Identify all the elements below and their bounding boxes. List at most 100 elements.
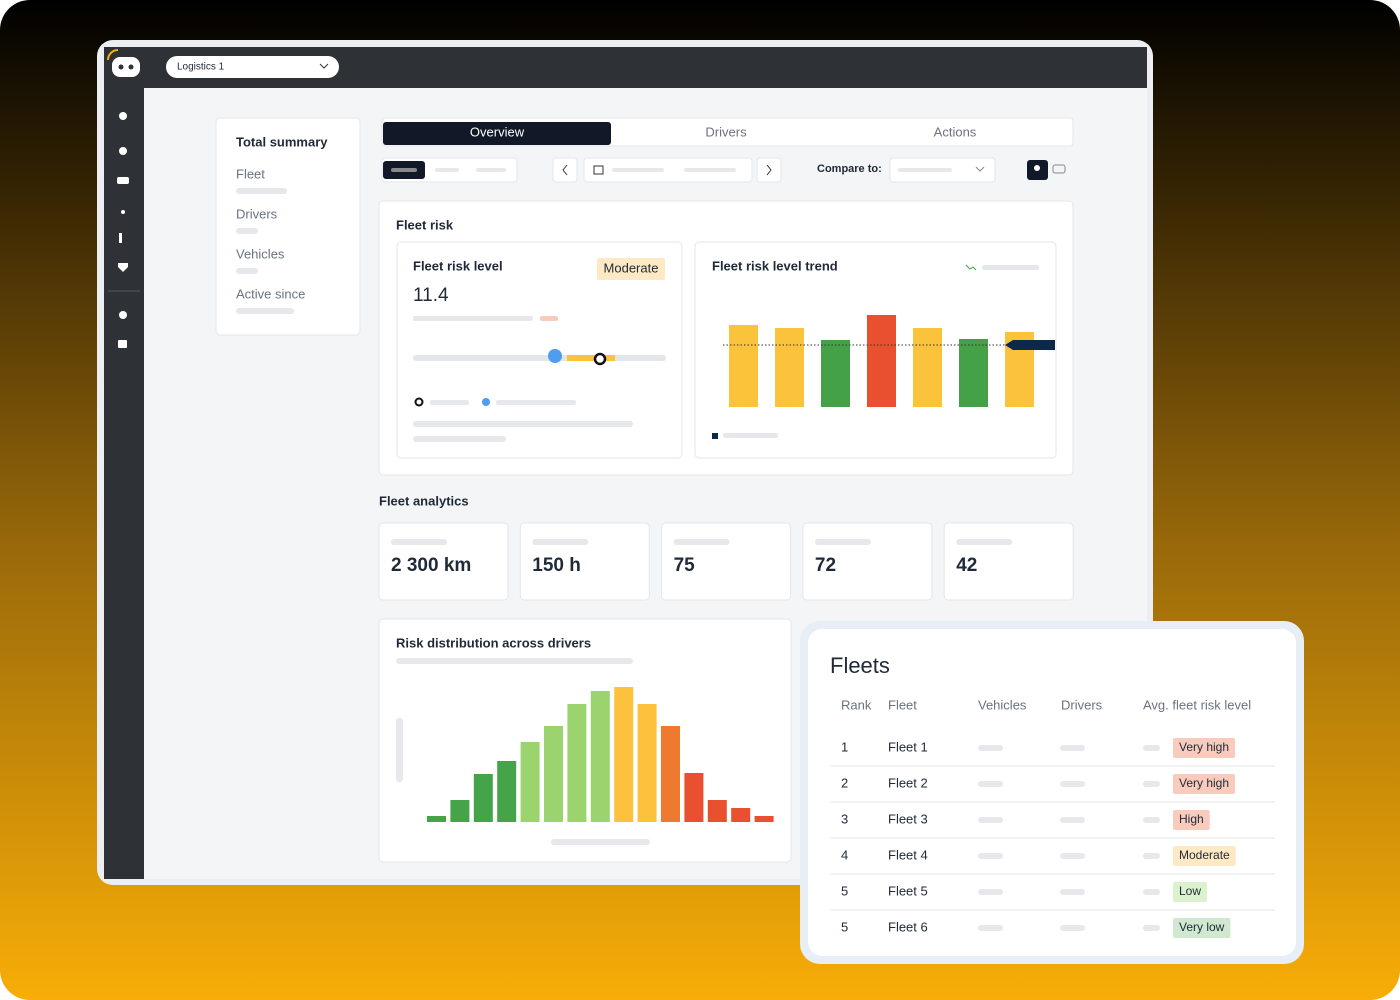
distribution-decor <box>396 658 650 845</box>
placeholder <box>1060 853 1085 859</box>
metric-value: 2 300 km <box>391 555 471 576</box>
bar <box>567 704 587 822</box>
compare-label: Compare to: <box>817 163 882 175</box>
summary-item: Active since <box>236 286 305 301</box>
risk-badge <box>1173 846 1236 866</box>
bar <box>775 328 804 407</box>
risk-badge <box>1173 738 1236 758</box>
fleet-name[interactable]: Fleet 6 <box>888 919 928 934</box>
risk-badge-text: Moderate <box>1179 848 1230 862</box>
metric-value: 72 <box>815 555 836 576</box>
column-header: Drivers <box>1061 697 1103 712</box>
controls[interactable] <box>381 157 1066 183</box>
risk-badge-text: Very low <box>1179 920 1225 934</box>
account-select[interactable]: Logistics 1 <box>166 56 339 78</box>
placeholder <box>978 853 1003 859</box>
tab[interactable]: Actions <box>934 124 977 139</box>
risk-badge <box>1173 774 1236 794</box>
placeholder <box>1060 925 1085 931</box>
placeholder <box>1060 745 1085 751</box>
placeholder <box>956 539 1013 545</box>
bar <box>614 687 634 822</box>
section-title: Fleet risk <box>396 217 454 232</box>
rank: 3 <box>841 811 848 826</box>
bar <box>731 808 751 822</box>
fleet-name[interactable]: Fleet 1 <box>888 739 928 754</box>
placeholder <box>673 539 730 545</box>
fleet-name[interactable]: Fleet 5 <box>888 883 928 898</box>
placeholder <box>236 308 294 314</box>
marker <box>1005 340 1055 350</box>
trend-decor <box>712 264 1039 439</box>
placeholder <box>1060 889 1085 895</box>
rank: 1 <box>841 739 848 754</box>
sidebar <box>104 88 144 879</box>
risk-badge <box>1173 882 1208 902</box>
card-title: Fleet risk level trend <box>712 258 838 273</box>
account: Logistics 1 <box>177 62 225 73</box>
bar <box>590 691 610 822</box>
placeholder <box>978 745 1003 751</box>
bar <box>637 704 657 822</box>
bar <box>520 742 540 822</box>
rank: 5 <box>841 919 848 934</box>
placeholder <box>1143 889 1160 895</box>
card-title: Risk distribution across drivers <box>396 635 591 650</box>
bar <box>913 328 942 407</box>
metric-value: 42 <box>956 555 977 576</box>
fleets-title: Fleets <box>830 653 890 678</box>
badge-text: Moderate <box>604 260 659 275</box>
fleet-name[interactable]: Fleet 3 <box>888 811 928 826</box>
placeholder <box>1060 817 1085 823</box>
placeholder <box>1143 817 1160 823</box>
summary-item: Drivers <box>236 206 278 221</box>
summary-item: Fleet <box>236 166 265 181</box>
tab[interactable]: Overview <box>470 124 525 139</box>
column-header: Fleet <box>888 697 917 712</box>
badge <box>597 258 665 280</box>
tab[interactable]: Drivers <box>705 124 747 139</box>
risk-badge-text: Low <box>1179 884 1201 898</box>
fleet-name[interactable]: Fleet 2 <box>888 775 928 790</box>
bar <box>684 773 704 822</box>
active-tab <box>383 122 611 145</box>
risk-gauge <box>413 316 666 442</box>
metric-value: 150 h <box>532 555 581 576</box>
bar <box>661 726 680 822</box>
placeholder <box>978 889 1003 895</box>
bar <box>450 800 470 822</box>
summary-card <box>215 117 361 336</box>
bar <box>959 339 988 407</box>
risk-badge <box>1173 810 1210 830</box>
placeholder <box>391 539 447 545</box>
section-title: Fleet analytics <box>379 493 469 508</box>
rank: 2 <box>841 775 848 790</box>
bar <box>729 325 758 407</box>
placeholder <box>236 188 287 194</box>
risk-value: 11.4 <box>413 285 449 306</box>
placeholder <box>978 781 1003 787</box>
risk-badge <box>1173 918 1231 938</box>
sidebar-icons[interactable] <box>117 112 129 348</box>
risk-badge-text: Very high <box>1179 740 1229 754</box>
bar <box>544 726 563 822</box>
fleet-name[interactable]: Fleet 4 <box>888 847 928 862</box>
placeholder <box>1060 781 1085 787</box>
placeholder <box>1143 925 1160 931</box>
logo <box>107 49 140 77</box>
risk-badge-text: High <box>1179 812 1204 826</box>
column-header: Avg. fleet risk level <box>1143 697 1251 712</box>
risk-badge-text: Very high <box>1179 776 1229 790</box>
column-header: Vehicles <box>978 697 1027 712</box>
rank: 4 <box>841 847 848 862</box>
card-title: Fleet risk level <box>413 258 503 273</box>
bar <box>473 774 493 822</box>
placeholder <box>236 228 258 234</box>
placeholder <box>236 268 258 274</box>
placeholder <box>1143 745 1160 751</box>
bar <box>821 340 850 407</box>
placeholder <box>814 539 871 545</box>
bar <box>427 816 446 822</box>
rank: 5 <box>841 883 848 898</box>
